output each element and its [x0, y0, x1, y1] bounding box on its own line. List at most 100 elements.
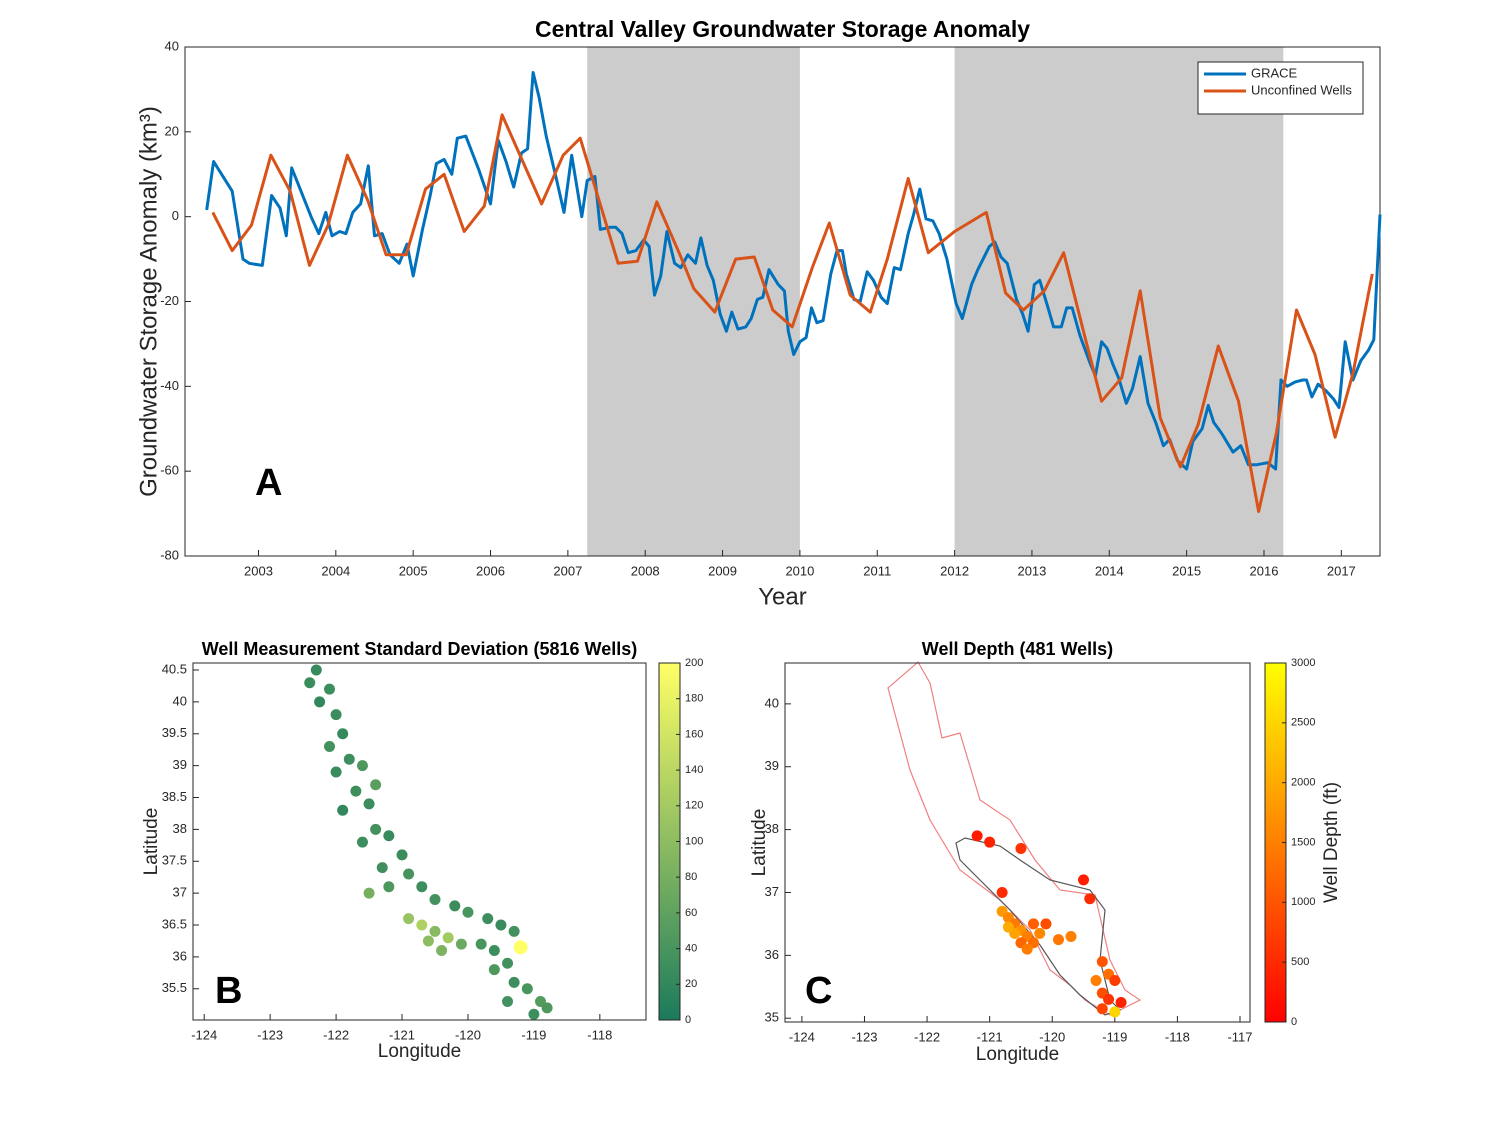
well-point	[521, 983, 533, 995]
y-tick-label: 37	[765, 884, 779, 899]
y-tick-label: 38	[173, 821, 187, 836]
well-point	[343, 753, 355, 765]
y-tick-label: 40	[173, 693, 187, 708]
well-point	[429, 894, 441, 906]
well-point	[1103, 993, 1115, 1005]
data-line	[211, 113, 1374, 513]
well-point	[416, 919, 428, 931]
well-point	[422, 935, 434, 947]
well-point	[488, 964, 500, 976]
y-axis-label: Latitude	[749, 809, 770, 877]
y-tick-label: 35.5	[162, 980, 187, 995]
well-point	[1065, 930, 1077, 942]
colorbar-tick-label: 60	[685, 907, 697, 919]
well-point	[1021, 943, 1033, 955]
well-point	[495, 919, 507, 931]
well-point	[403, 868, 415, 880]
well-point	[310, 664, 322, 676]
x-tick-label: -121	[977, 1029, 1003, 1044]
well-point	[541, 1002, 553, 1014]
x-axis-label: Year	[758, 583, 807, 610]
plot-frame	[192, 662, 647, 1021]
y-axis-label: Latitude	[141, 808, 162, 876]
well-point	[337, 804, 349, 816]
well-point	[488, 945, 500, 957]
panel-letter: B	[215, 970, 242, 1012]
y-tick-label: 36	[173, 948, 187, 963]
colorbar-tick-label: 1500	[1291, 836, 1315, 848]
colorbar-tick-label: 180	[685, 693, 703, 705]
well-point	[1109, 975, 1121, 987]
well-point	[323, 683, 335, 695]
legend-box	[1197, 61, 1364, 115]
well-point	[370, 823, 382, 835]
well-point	[1084, 893, 1096, 905]
well-point	[1078, 874, 1090, 886]
x-tick-label: 2012	[940, 563, 969, 578]
well-point	[508, 976, 520, 988]
plot-frame	[784, 662, 1251, 1023]
y-tick-label: 38.5	[162, 789, 187, 804]
well-point	[508, 925, 520, 937]
x-tick-label: -118	[1165, 1029, 1190, 1044]
colorbar-tick-label: 160	[685, 728, 703, 740]
colorbar-tick-label: 2000	[1291, 777, 1315, 789]
x-tick-label: -122	[323, 1027, 349, 1042]
y-tick-label: 39	[173, 757, 187, 772]
chart-title: Well Depth (481 Wells)	[922, 639, 1113, 659]
well-point	[502, 957, 514, 969]
x-tick-label: 2004	[321, 563, 350, 578]
panel-letter: C	[805, 970, 832, 1012]
well-point	[502, 996, 514, 1008]
x-tick-label: 2008	[631, 563, 660, 578]
well-point	[482, 913, 494, 925]
y-tick-label: 40	[765, 695, 779, 710]
well-point	[462, 906, 474, 918]
well-point	[370, 779, 382, 791]
x-tick-label: -120	[1039, 1029, 1065, 1044]
x-tick-label: 2015	[1172, 563, 1201, 578]
x-tick-label: 2013	[1017, 563, 1046, 578]
well-point	[1015, 842, 1027, 854]
panel-letter: A	[255, 462, 282, 504]
colorbar-tick-label: 500	[1291, 956, 1309, 968]
y-tick-label: -60	[160, 463, 179, 478]
well-point	[475, 938, 487, 950]
x-tick-label: -120	[455, 1027, 481, 1042]
y-tick-label: 35	[765, 1010, 779, 1025]
x-tick-label: 2014	[1095, 563, 1124, 578]
well-point	[383, 830, 395, 842]
y-tick-label: 40	[165, 38, 179, 53]
y-tick-label: 39.5	[162, 725, 187, 740]
well-point	[1052, 934, 1064, 946]
well-point	[1096, 956, 1108, 968]
well-point	[984, 836, 996, 848]
colorbar-tick-label: 0	[1291, 1016, 1297, 1028]
well-point	[350, 785, 362, 797]
x-tick-label: -123	[851, 1029, 877, 1044]
well-point	[1109, 1006, 1121, 1018]
x-tick-label: -117	[1227, 1029, 1252, 1044]
x-tick-label: 2010	[785, 563, 814, 578]
x-tick-label: 2016	[1250, 563, 1279, 578]
well-point	[1027, 918, 1039, 930]
x-tick-label: 2017	[1327, 563, 1356, 578]
y-tick-label: 38	[765, 821, 779, 836]
well-point	[528, 1008, 540, 1020]
colorbar-tick-label: 2500	[1291, 717, 1315, 729]
legend-label: Unconfined Wells	[1251, 82, 1352, 97]
well-point	[1002, 921, 1014, 933]
well-point	[356, 836, 368, 848]
shaded-period	[954, 47, 1284, 556]
x-axis-label: Longitude	[976, 1044, 1059, 1065]
y-tick-label: 20	[165, 123, 179, 138]
well-point	[314, 696, 326, 708]
colorbar-tick-label: 120	[685, 800, 703, 812]
colorbar-label: Well Depth (ft)	[1321, 782, 1342, 903]
y-tick-label: 39	[765, 758, 779, 773]
colorbar-tick-label: 20	[685, 978, 697, 990]
well-point	[337, 728, 349, 740]
well-point	[330, 766, 342, 778]
well-point	[363, 798, 375, 810]
y-axis-label: Groundwater Storage Anomaly (km³)	[135, 106, 162, 497]
